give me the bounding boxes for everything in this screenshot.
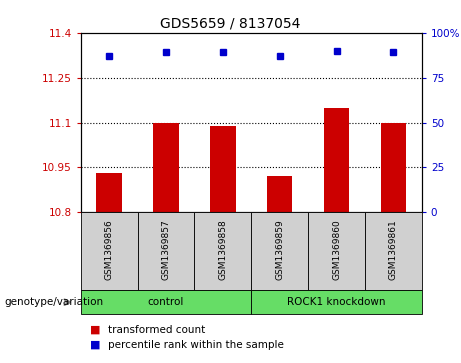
- Text: ■: ■: [90, 340, 100, 350]
- Bar: [251, 212, 308, 290]
- Bar: [81, 212, 137, 290]
- Text: percentile rank within the sample: percentile rank within the sample: [108, 340, 284, 350]
- Bar: [210, 126, 236, 212]
- Bar: [137, 212, 195, 290]
- Bar: [195, 212, 251, 290]
- Text: GSM1369861: GSM1369861: [389, 220, 398, 280]
- Bar: [251, 290, 422, 314]
- Bar: [96, 174, 122, 212]
- Text: ■: ■: [90, 325, 100, 335]
- Text: ROCK1 knockdown: ROCK1 knockdown: [287, 297, 386, 307]
- Bar: [153, 122, 179, 212]
- Bar: [365, 212, 422, 290]
- Text: GSM1369859: GSM1369859: [275, 220, 284, 280]
- Text: GSM1369857: GSM1369857: [161, 220, 171, 280]
- Text: GDS5659 / 8137054: GDS5659 / 8137054: [160, 16, 301, 30]
- Text: GSM1369860: GSM1369860: [332, 220, 341, 280]
- Text: transformed count: transformed count: [108, 325, 206, 335]
- Text: genotype/variation: genotype/variation: [5, 297, 104, 307]
- Text: control: control: [148, 297, 184, 307]
- Text: GSM1369858: GSM1369858: [219, 220, 227, 280]
- Bar: [81, 290, 251, 314]
- Bar: [324, 107, 349, 212]
- Bar: [267, 176, 292, 212]
- Bar: [308, 212, 365, 290]
- Text: GSM1369856: GSM1369856: [105, 220, 113, 280]
- Bar: [381, 122, 406, 212]
